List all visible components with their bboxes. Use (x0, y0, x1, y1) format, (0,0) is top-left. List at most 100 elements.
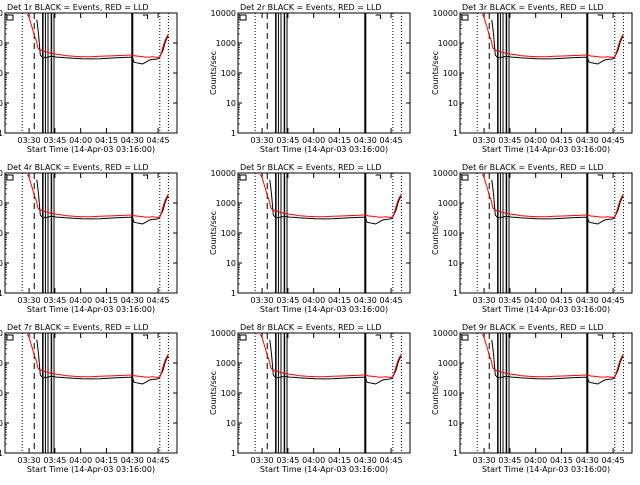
saa-marker (239, 174, 247, 181)
lld-series-line (26, 14, 169, 58)
events-series-line (36, 179, 169, 225)
y-tick-label: 100 (0, 389, 3, 398)
x-tick-label: 03:30 (251, 136, 274, 145)
x-axis-label: Start Time (14-Apr-03 03:16:00) (260, 465, 388, 474)
y-tick-label: 1000 (216, 199, 236, 208)
x-tick-label: 04:45 (380, 296, 403, 305)
y-tick-label: 100 (443, 229, 458, 238)
x-tick-label: 03:45 (276, 136, 299, 145)
x-tick-label: 03:30 (473, 296, 496, 305)
x-axis-label: Start Time (14-Apr-03 03:16:00) (260, 305, 388, 314)
y-tick-label: 10 (0, 419, 3, 428)
plot-frame (459, 332, 633, 454)
segment-marker (597, 334, 604, 339)
x-tick-label: 03:45 (276, 296, 299, 305)
panel-title: Det 5r BLACK = Events, RED = LLD (240, 163, 382, 172)
y-tick-label: 10000 (433, 329, 458, 338)
panel-title: Det 8r BLACK = Events, RED = LLD (240, 323, 382, 332)
panel-title: Det 7r BLACK = Events, RED = LLD (7, 323, 149, 332)
y-tick-label: 1000 (0, 359, 3, 368)
y-tick-label: 100 (443, 389, 458, 398)
y-tick-label: 1000 (438, 39, 458, 48)
lld-series-line (481, 14, 624, 58)
x-tick-label: 04:15 (550, 296, 573, 305)
x-tick-label: 03:30 (18, 456, 41, 465)
detector-panel: Det 7r BLACK = Events, RED = LLD 1 10 100 10… (0, 323, 178, 474)
events-series-line (36, 19, 169, 65)
lld-series-line (26, 174, 169, 218)
plot-frame (459, 12, 633, 134)
lld-series-line (481, 334, 624, 378)
panel-title: Det 2r BLACK = Events, RED = LLD (240, 3, 382, 12)
x-tick-label: 04:00 (69, 456, 92, 465)
y-axis-label: Counts/sec (431, 51, 440, 95)
y-tick-label: 1000 (0, 39, 3, 48)
plot-frame (4, 332, 178, 454)
y-tick-label: 1 (0, 449, 3, 458)
y-tick-label: 10 (448, 419, 458, 428)
x-tick-label: 04:30 (121, 136, 144, 145)
y-tick-label: 10 (226, 259, 236, 268)
detector-panel: Det 5r BLACK = Events, RED = LLD 1 10 100 10… (209, 163, 411, 314)
y-tick-label: 10000 (0, 329, 3, 338)
panel-title: Det 1r BLACK = Events, RED = LLD (7, 3, 149, 12)
x-tick-label: 04:30 (354, 136, 377, 145)
x-tick-label: 04:00 (524, 456, 547, 465)
x-tick-label: 04:45 (147, 456, 170, 465)
plot-frame (237, 12, 411, 134)
events-series-line (269, 339, 402, 385)
x-tick-label: 03:30 (18, 296, 41, 305)
saa-marker (6, 14, 14, 21)
x-tick-label: 03:30 (18, 136, 41, 145)
detector-panel: Det 2r BLACK = Events, RED = LLD 1 10 100 10… (209, 3, 411, 154)
y-tick-label: 10 (448, 99, 458, 108)
detector-panel: Det 3r BLACK = Events, RED = LLD 1 10 100 10… (431, 3, 633, 154)
x-tick-label: 04:00 (524, 296, 547, 305)
y-tick-label: 10000 (433, 9, 458, 18)
saa-marker (239, 334, 247, 341)
x-tick-label: 03:45 (43, 136, 66, 145)
x-tick-label: 04:00 (69, 296, 92, 305)
y-tick-label: 1 (231, 129, 236, 138)
y-tick-label: 1 (453, 129, 458, 138)
x-tick-label: 04:45 (602, 296, 625, 305)
x-tick-label: 03:30 (251, 296, 274, 305)
x-tick-label: 03:45 (498, 456, 521, 465)
x-tick-label: 04:15 (328, 456, 351, 465)
x-axis-label: Start Time (14-Apr-03 03:16:00) (260, 145, 388, 154)
segment-marker (597, 14, 604, 19)
saa-marker (239, 14, 247, 21)
panel-traces (6, 13, 169, 133)
events-series-line (491, 179, 624, 225)
panel-traces (461, 333, 624, 453)
panel-traces (461, 173, 624, 293)
events-series-line (491, 339, 624, 385)
segment-marker (375, 334, 382, 339)
y-tick-label: 1 (0, 289, 3, 298)
panel-traces (239, 13, 402, 133)
panel-traces (239, 173, 402, 293)
x-tick-label: 03:45 (498, 136, 521, 145)
events-series-line (491, 19, 624, 65)
y-tick-label: 100 (221, 389, 236, 398)
y-tick-label: 10000 (211, 329, 236, 338)
x-tick-label: 03:30 (473, 456, 496, 465)
panel-title: Det 3r BLACK = Events, RED = LLD (462, 3, 604, 12)
panel-traces (6, 333, 169, 453)
y-tick-label: 1 (0, 129, 3, 138)
y-axis-label: Counts/sec (431, 211, 440, 255)
y-tick-label: 1000 (0, 199, 3, 208)
x-tick-label: 04:15 (95, 456, 118, 465)
x-tick-label: 04:30 (121, 296, 144, 305)
x-tick-label: 04:15 (328, 136, 351, 145)
x-tick-label: 04:30 (576, 456, 599, 465)
panel-traces (461, 13, 624, 133)
y-tick-label: 1000 (438, 199, 458, 208)
segment-marker (142, 174, 149, 179)
y-tick-label: 100 (221, 229, 236, 238)
x-tick-label: 04:15 (328, 296, 351, 305)
x-tick-label: 04:45 (380, 136, 403, 145)
lld-series-line (26, 334, 169, 378)
x-axis-label: Start Time (14-Apr-03 03:16:00) (482, 145, 610, 154)
